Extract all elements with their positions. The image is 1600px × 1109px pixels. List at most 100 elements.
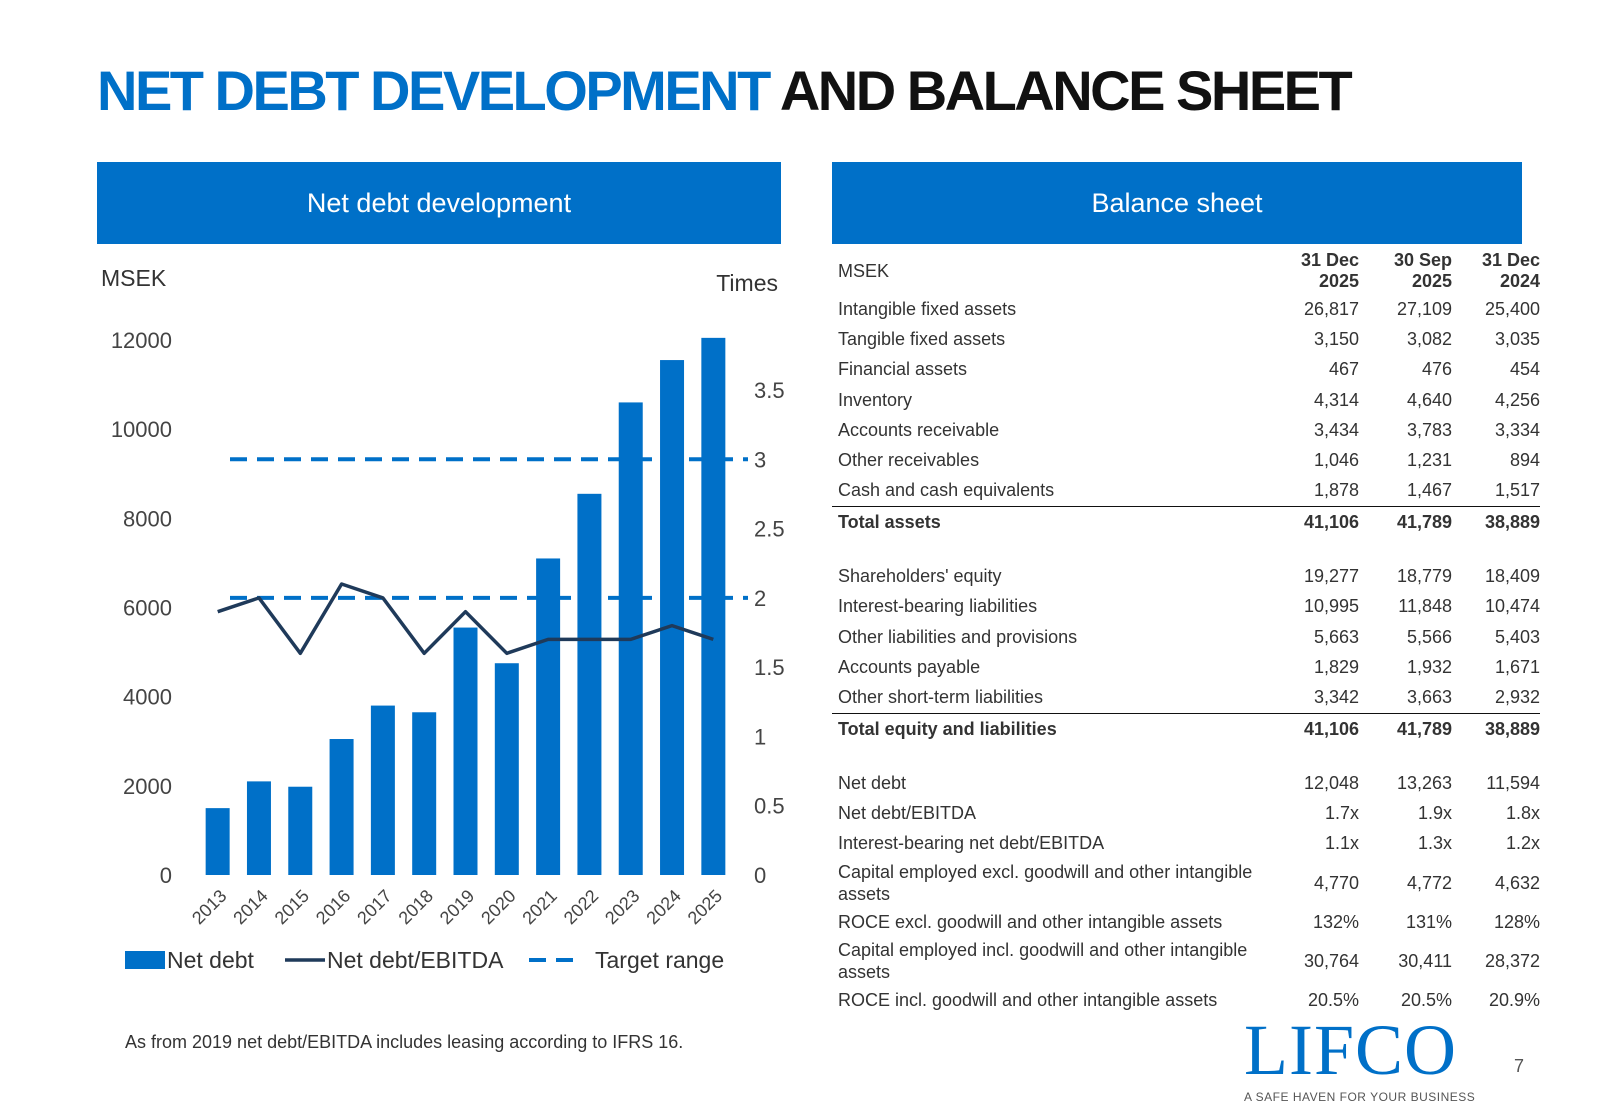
value-cell: 476 [1421, 359, 1452, 380]
left-tick-label: 10000 [111, 417, 172, 442]
value-cell: 1,671 [1494, 656, 1540, 677]
table-spacer-row [832, 537, 1540, 561]
value-cell: 5,663 [1313, 626, 1359, 647]
left-tick-label: 4000 [123, 685, 172, 710]
net-debt-bar [577, 493, 602, 875]
value-cell: 11,594 [1486, 772, 1540, 793]
balance-sheet-table: MSEK 31 Dec 2025 30 Sep 2025 31 Dec 2024 Intang… [832, 248, 1540, 1016]
value-cell: 467 [1328, 359, 1359, 380]
x-tick-label: 2022 [560, 886, 602, 928]
lifco-logo: LIFCO A SAFE HAVEN FOR YOUR BUSINESS [1244, 1014, 1475, 1104]
value-cell: 18,779 [1396, 566, 1452, 587]
net-debt-bar [370, 705, 395, 875]
table-row: Accounts payable 1,829 1,932 1,671 [832, 652, 1540, 682]
net-debt-bar [412, 712, 437, 875]
table-row: Other liabilities and provisions 5,663 5,5… [832, 622, 1540, 652]
value-cell: 3,035 [1494, 328, 1540, 349]
value-cell: 30,411 [1398, 951, 1452, 972]
row-label: Other receivables [838, 450, 980, 471]
x-tick-label: 2023 [601, 886, 643, 928]
value-cell: 1,046 [1313, 450, 1359, 471]
right-tick-label: 3 [754, 447, 766, 472]
table-total-row: Total assets 41,106 41,789 38,889 [832, 506, 1540, 538]
row-label: Intangible fixed assets [838, 298, 1017, 319]
left-tick-label: 8000 [123, 506, 172, 531]
footnote: As from 2019 net debt/EBITDA includes le… [125, 1032, 684, 1052]
table-row: Other short-term liabilities 3,342 3,663 2,… [832, 683, 1540, 714]
row-label: Tangible fixed assets [838, 328, 1006, 349]
x-tick-label: 2024 [642, 886, 684, 928]
legend-target-label: Target range [595, 947, 724, 973]
x-tick-label: 2025 [684, 886, 726, 928]
page-title: NET DEBT DEVELOPMENT AND BALANCE SHEET [97, 58, 1353, 123]
value-cell: 13,263 [1396, 772, 1452, 793]
title-part-2: AND BALANCE SHEET [779, 59, 1353, 122]
row-label: Other liabilities and provisions [838, 626, 1078, 647]
net-debt-bar [453, 627, 478, 875]
x-tick-label: 2021 [518, 886, 560, 928]
value-cell: 28,372 [1484, 951, 1540, 972]
value-cell: 1,932 [1406, 656, 1452, 677]
legend-ratio-label: Net debt/EBITDA [327, 947, 504, 973]
net-debt-ebitda-line [217, 582, 714, 656]
value-cell: 1.2x [1505, 833, 1540, 854]
value-cell: 5,403 [1494, 626, 1540, 647]
spacer-cell [832, 537, 1540, 561]
table-row: Accounts receivable 3,434 3,783 3,334 [832, 415, 1540, 445]
net-debt-bar [660, 360, 685, 875]
row-label: Accounts receivable [838, 419, 1000, 440]
value-cell: 131% [1405, 911, 1452, 932]
value-cell: 18,409 [1484, 566, 1540, 587]
net-debt-bar [536, 558, 561, 875]
value-cell: 4,256 [1494, 389, 1540, 410]
x-tick-label: 2019 [436, 886, 478, 928]
table-row: Net debt 12,048 13,263 11,594 [832, 768, 1540, 798]
right-axis-unit: Times [716, 270, 778, 296]
right-tick-label: 1 [754, 724, 766, 749]
x-tick-label: 2015 [271, 886, 313, 928]
row-label: Inventory [838, 389, 913, 410]
row-label: Shareholders' equity [838, 566, 1002, 587]
table-row: Capital employed excl. goodwill and othe… [832, 859, 1540, 907]
value-cell: 41,106 [1275, 506, 1359, 538]
table-row: Interest-bearing liabilities 10,995 11,848… [832, 592, 1540, 622]
row-label: ROCE excl. goodwill and other intangible… [838, 911, 1223, 932]
row-label: Interest-bearing net debt/EBITDA [838, 833, 1105, 854]
net-debt-chart: MSEK Times 0 2000 4000 6000 8000 10000 12000 0 0.5… [101, 265, 785, 973]
value-cell: 4,632 [1494, 873, 1540, 894]
value-cell: 3,783 [1406, 419, 1452, 440]
row-label: Accounts payable [838, 656, 981, 677]
net-debt-bar [205, 808, 230, 875]
table-row: Shareholders' equity 19,277 18,779 18,409 [832, 561, 1540, 591]
value-cell: 25,400 [1484, 298, 1540, 319]
column-header: 31 Dec 2024 [1481, 250, 1540, 291]
net-debt-bar [329, 739, 354, 875]
value-cell: 30,764 [1303, 951, 1359, 972]
value-cell: 20.9% [1488, 989, 1540, 1010]
table-row: Tangible fixed assets 3,150 3,082 3,035 [832, 324, 1540, 354]
row-label: Interest-bearing liabilities [838, 596, 1038, 617]
left-axis-unit: MSEK [101, 265, 167, 291]
table-header-row: MSEK 31 Dec 2025 30 Sep 2025 31 Dec 2024 [832, 248, 1540, 294]
left-tick-label: 12000 [111, 328, 172, 353]
value-cell: 4,772 [1406, 873, 1452, 894]
value-cell: 3,334 [1494, 419, 1540, 440]
table-total-row: Total equity and liabilities 41,106 41,789… [832, 712, 1540, 745]
value-cell: 1.1x [1324, 833, 1359, 854]
right-tick-label: 3.5 [754, 378, 785, 403]
value-cell: 1.7x [1324, 803, 1359, 824]
value-cell: 41,106 [1275, 712, 1359, 745]
legend-net-debt-label: Net debt [167, 947, 255, 973]
x-tick-label: 2013 [188, 886, 230, 928]
value-cell: 3,434 [1313, 419, 1359, 440]
table-row: Interest-bearing net debt/EBITDA 1.1x 1.3x… [832, 829, 1540, 859]
value-cell: 1.9x [1417, 803, 1452, 824]
x-tick-label: 2017 [353, 886, 395, 928]
right-tick-label: 2.5 [754, 517, 785, 542]
x-tick-label: 2016 [312, 886, 354, 928]
value-cell: 128% [1493, 911, 1540, 932]
value-cell: 38,889 [1452, 712, 1540, 745]
right-tick-label: 0 [754, 863, 766, 888]
value-cell: 1,829 [1313, 656, 1359, 677]
table-row: Capital employed incl. goodwill and othe… [832, 937, 1540, 985]
